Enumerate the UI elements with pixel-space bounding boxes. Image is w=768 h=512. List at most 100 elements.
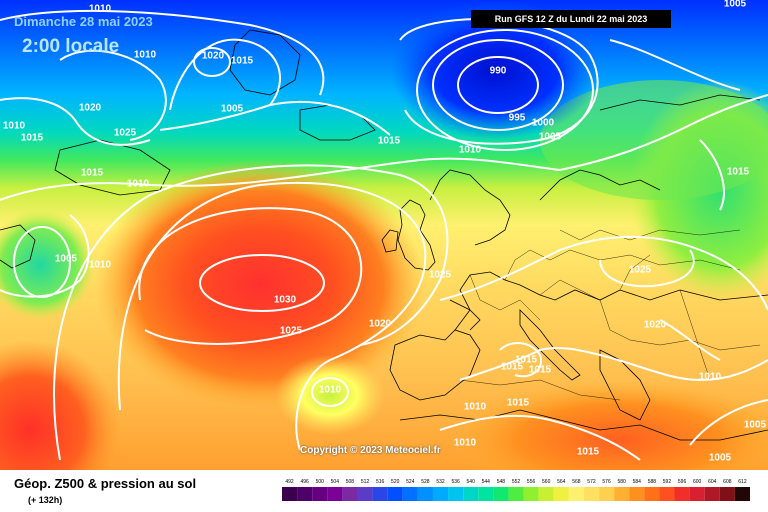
legend-swatch <box>553 487 569 501</box>
pressure-label: 1020 <box>644 320 667 331</box>
legend-swatch <box>297 487 313 501</box>
pressure-label: 1025 <box>429 270 452 281</box>
footer-subtitle: (+ 132h) <box>28 495 63 505</box>
pressure-label: 1015 <box>378 136 401 147</box>
legend-value: 540 <box>467 479 476 485</box>
legend-swatch <box>372 487 388 501</box>
legend-swatch <box>583 487 600 501</box>
pressure-label: 1005 <box>539 132 562 143</box>
legend-swatch <box>614 487 630 501</box>
pressure-label: 1010 <box>89 260 112 271</box>
legend-value: 508 <box>346 479 355 485</box>
pressure-label: 1015 <box>501 362 524 373</box>
legend-value: 536 <box>451 479 460 485</box>
pressure-label: 1020 <box>79 103 102 114</box>
legend-value: 524 <box>406 479 415 485</box>
legend-swatch <box>432 487 449 501</box>
legend-value: 596 <box>678 479 687 485</box>
legend-value: 516 <box>376 479 385 485</box>
pressure-label: 1010 <box>3 121 26 132</box>
pressure-label: 1020 <box>202 51 225 62</box>
legend-swatch <box>629 487 645 501</box>
legend-value: 548 <box>497 479 506 485</box>
pressure-label: 1030 <box>274 295 297 306</box>
legend-value: 496 <box>300 479 309 485</box>
legend-value: 532 <box>436 479 445 485</box>
legend-swatch <box>327 487 343 501</box>
legend-value: 504 <box>331 479 340 485</box>
legend-swatch <box>523 487 539 501</box>
pressure-label: 990 <box>490 66 507 77</box>
pressure-label: 1010 <box>459 145 482 156</box>
footer-title: Géop. Z500 & pression au sol <box>14 476 197 491</box>
legend-value: 528 <box>421 479 430 485</box>
pressure-label: 1015 <box>21 133 44 144</box>
legend-value: 564 <box>557 479 566 485</box>
legend-swatch <box>568 487 584 501</box>
legend-value: 604 <box>708 479 717 485</box>
legend-value: 580 <box>618 479 627 485</box>
legend-value: 588 <box>648 479 657 485</box>
legend-value: 572 <box>587 479 596 485</box>
pressure-label: 1010 <box>699 372 722 383</box>
legend-value: 592 <box>663 479 672 485</box>
legend-value: 512 <box>361 479 370 485</box>
pressure-label: 1005 <box>724 0 747 10</box>
legend-value: 552 <box>512 479 521 485</box>
pressure-label: 1005 <box>709 453 732 464</box>
legend-swatch <box>448 487 464 501</box>
legend-value: 544 <box>482 479 491 485</box>
coastlines <box>0 29 768 441</box>
pressure-label: 1025 <box>114 128 137 139</box>
copyright: Copyright © 2023 Meteociel.fr <box>300 445 441 456</box>
legend-value: 612 <box>738 479 747 485</box>
pressure-label: 1015 <box>81 168 104 179</box>
legend-swatch <box>644 487 660 501</box>
pressure-label: 1010 <box>89 4 112 15</box>
legend-swatch <box>387 487 403 501</box>
pressure-label: 1005 <box>221 104 244 115</box>
legend-value: 520 <box>391 479 400 485</box>
pressure-label: 1020 <box>369 319 392 330</box>
pressure-label: 1015 <box>507 398 530 409</box>
legend-swatch <box>659 487 675 501</box>
legend-swatch <box>478 487 494 501</box>
pressure-label: 1000 <box>532 118 555 129</box>
legend-swatch <box>282 487 298 501</box>
legend-swatch <box>493 487 509 501</box>
forecast-date: Dimanche 28 mai 2023 <box>14 14 153 29</box>
legend-value: 576 <box>602 479 611 485</box>
legend-value: 560 <box>542 479 551 485</box>
legend-swatch <box>402 487 418 501</box>
pressure-label: 1015 <box>231 56 254 67</box>
legend-swatch <box>734 487 750 501</box>
forecast-time: 2:00 locale <box>22 36 120 57</box>
legend-value: 556 <box>527 479 536 485</box>
pressure-label: 1005 <box>744 420 767 431</box>
pressure-label: 1005 <box>55 254 78 265</box>
legend-swatch <box>689 487 705 501</box>
legend-value: 600 <box>693 479 702 485</box>
legend-value: 500 <box>316 479 325 485</box>
legend-swatch <box>357 487 373 501</box>
legend-swatch <box>719 487 735 501</box>
legend-swatch <box>342 487 358 501</box>
pressure-label: 1015 <box>727 167 750 178</box>
pressure-label: 1015 <box>529 365 552 376</box>
pressure-label: 1010 <box>319 385 342 396</box>
legend-value: 584 <box>633 479 642 485</box>
legend-value: 608 <box>723 479 732 485</box>
legend-swatch <box>538 487 554 501</box>
pressure-label: 995 <box>509 113 526 124</box>
legend-swatch <box>599 487 615 501</box>
pressure-label: 1015 <box>515 355 538 366</box>
pressure-label: 1010 <box>127 179 150 190</box>
pressure-label: 1010 <box>454 438 477 449</box>
legend-swatch <box>704 487 720 501</box>
legend-value: 492 <box>285 479 294 485</box>
legend-swatch <box>312 487 328 501</box>
color-legend: 492 496 500 504 508 512 516 520 524 528 532 536 540 5… <box>282 479 750 501</box>
